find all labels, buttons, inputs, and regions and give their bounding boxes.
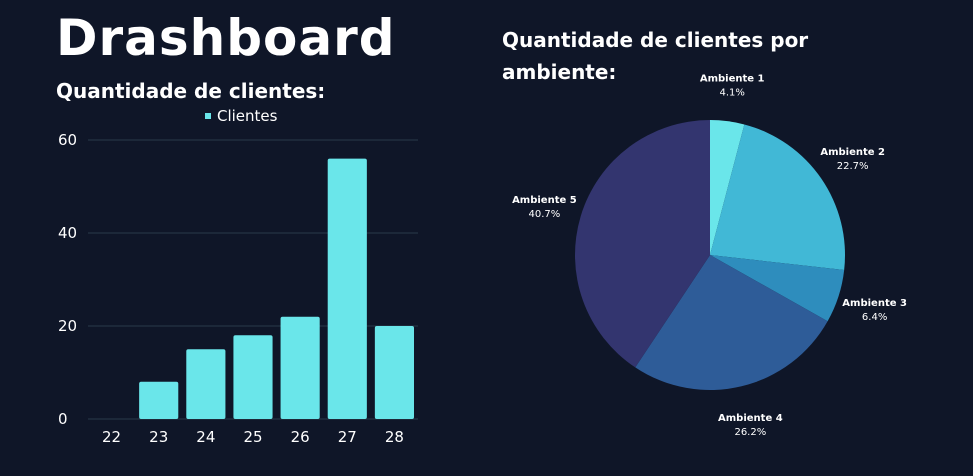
pie-slice-percent: 22.7%	[837, 161, 869, 172]
pie-slice-percent: 4.1%	[719, 87, 744, 98]
pie-slice-percent: 40.7%	[529, 209, 561, 220]
y-tick-label: 40	[58, 224, 77, 242]
x-tick-label: 24	[196, 428, 215, 446]
legend-label: Clientes	[217, 107, 278, 125]
pie-slice	[574, 120, 710, 368]
x-tick-label: 28	[385, 428, 404, 446]
pie-slice-label: Ambiente 2	[820, 147, 885, 158]
bar	[139, 381, 179, 419]
x-tick-label: 25	[243, 428, 262, 446]
pie-slice-label: Ambiente 4	[718, 413, 783, 424]
pie-slice-label: Ambiente 3	[842, 298, 907, 309]
bar-chart: 0 20 40 60 Clientes 22 23 24 25 26 27 28	[58, 107, 418, 446]
bar	[186, 349, 226, 419]
y-tick-label: 0	[58, 410, 68, 428]
pie-slice	[710, 124, 845, 271]
page-title: Drashboard	[56, 9, 396, 67]
pie-slice-percent: 6.4%	[862, 312, 887, 323]
pie-slice	[635, 255, 828, 390]
bar	[280, 316, 320, 419]
bar-chart-heading: Quantidade de clientes:	[56, 79, 326, 103]
y-tick-label: 20	[58, 317, 77, 335]
x-tick-label: 23	[149, 428, 168, 446]
x-tick-label: 27	[338, 428, 357, 446]
legend-marker	[205, 113, 211, 119]
bar	[233, 335, 273, 419]
pie-slice	[710, 120, 745, 255]
bar	[374, 326, 414, 419]
y-tick-label: 60	[58, 131, 77, 149]
pie-slice	[710, 255, 845, 322]
bar	[327, 158, 367, 419]
pie-slice-percent: 26.2%	[734, 427, 766, 438]
x-tick-label: 22	[102, 428, 121, 446]
x-tick-label: 26	[291, 428, 310, 446]
pie-slice-label: Ambiente 5	[512, 195, 577, 206]
pie-chart-heading: Quantidade de clientes por ambiente:	[502, 28, 809, 84]
pie-slice-label: Ambiente 1	[700, 73, 765, 84]
